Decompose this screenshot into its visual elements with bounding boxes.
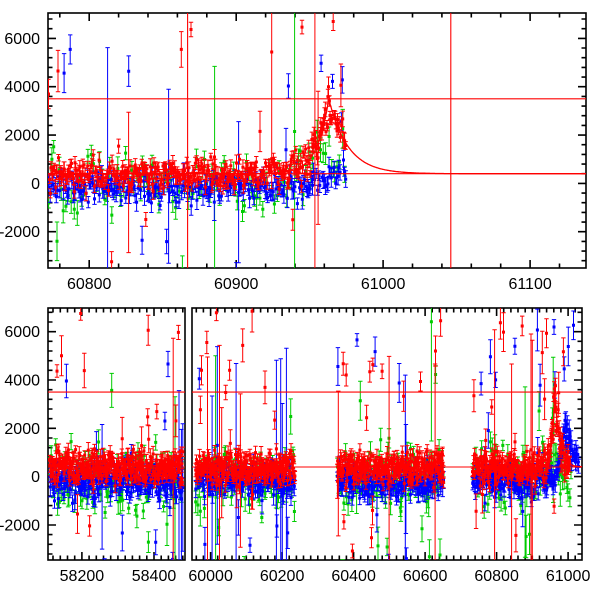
x-tick-label: 60600 xyxy=(403,568,448,585)
panel-frame xyxy=(191,307,583,561)
y-tick-label: 6000 xyxy=(4,324,40,341)
x-tick-label: 61000 xyxy=(361,276,406,293)
data-points xyxy=(48,13,348,268)
y-tick-label: 4000 xyxy=(4,373,40,390)
bottom-panel: 58200 58400 -2000 0 2000 4000 6000 60000 60200 60… xyxy=(0,307,591,585)
x-tick-label: 60800 xyxy=(474,568,519,585)
red-markers xyxy=(48,20,348,264)
red-markers xyxy=(48,312,185,528)
flare-model-curve xyxy=(48,98,586,175)
y-tick-label: -2000 xyxy=(0,224,40,241)
data-points xyxy=(193,308,581,560)
axis-ticks xyxy=(195,308,582,560)
x-tick-label: 60800 xyxy=(67,276,112,293)
x-tick-label: 60900 xyxy=(214,276,259,293)
x-tick-label: 61100 xyxy=(508,276,551,293)
y-tick-label: -2000 xyxy=(0,518,40,535)
axis-ticks xyxy=(48,308,184,560)
tick-marks xyxy=(48,308,184,560)
data-points xyxy=(48,308,185,560)
x-tick-label: 61000 xyxy=(546,568,591,585)
tick-marks xyxy=(195,308,582,560)
y-tick-label: 4000 xyxy=(4,79,40,96)
x-tick-label: 60400 xyxy=(331,568,376,585)
x-tick-label: 60200 xyxy=(260,568,305,585)
red-error-bars xyxy=(193,308,572,560)
flare-model-curve xyxy=(510,392,582,468)
green-error-bars xyxy=(48,13,347,268)
top-panel: 60800 60900 61000 61100 -2000 0 2000 4000 6000 xyxy=(0,12,587,293)
panel-frame xyxy=(47,12,587,269)
red-error-bars xyxy=(48,13,348,268)
panel-frame xyxy=(47,307,186,561)
x-tick-label: 58200 xyxy=(60,568,105,585)
y-tick-label: 0 xyxy=(31,176,40,193)
x-tick-label: 60000 xyxy=(188,568,233,585)
x-tick-label: 58400 xyxy=(132,568,177,585)
y-tick-label: 0 xyxy=(31,469,40,486)
y-tick-label: 2000 xyxy=(4,421,40,438)
y-tick-label: 6000 xyxy=(4,31,40,48)
y-tick-label: 2000 xyxy=(4,128,40,145)
